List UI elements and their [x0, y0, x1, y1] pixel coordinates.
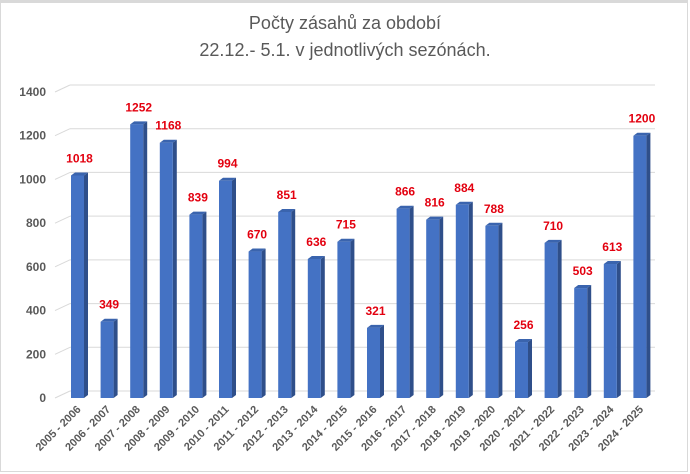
data-label: 256 [513, 318, 533, 332]
bar [189, 211, 207, 398]
bar [515, 339, 532, 398]
bar [367, 324, 384, 398]
data-label: 994 [217, 157, 237, 171]
data-label: 670 [247, 228, 267, 242]
y-axis: 0 200 400 600 800 1000 1200 1400 [19, 85, 46, 405]
data-label: 710 [543, 219, 563, 233]
data-label: 636 [306, 235, 326, 249]
data-label: 851 [277, 188, 297, 202]
bar [130, 121, 148, 398]
y-tick-label: 1000 [19, 172, 46, 186]
data-label: 884 [454, 181, 474, 195]
bar [307, 255, 325, 398]
bar [159, 139, 177, 399]
gridline-stub [54, 171, 71, 180]
y-tick-label: 400 [26, 304, 46, 318]
gridline-stub [54, 303, 71, 312]
bar [337, 238, 355, 398]
data-label: 321 [365, 304, 385, 318]
chart-title: Počty zásahů za období [248, 13, 442, 33]
data-label: 1018 [66, 151, 93, 165]
y-tick-label: 1400 [19, 85, 46, 99]
y-tick-label: 600 [26, 260, 46, 274]
bar [544, 239, 562, 398]
gridline-stub [54, 390, 71, 399]
bar [219, 177, 236, 398]
data-label: 788 [484, 202, 504, 216]
gridline-stub [54, 128, 71, 137]
y-tick-label: 200 [26, 347, 46, 361]
bar [603, 261, 621, 398]
y-tick-label: 800 [26, 216, 46, 230]
data-label: 1168 [155, 119, 181, 133]
y-tick-label: 1200 [19, 129, 46, 143]
bar [633, 132, 651, 398]
data-label: 349 [99, 298, 119, 312]
bar [71, 172, 88, 398]
bar [396, 205, 414, 398]
bar [485, 222, 503, 398]
bars [71, 121, 651, 399]
data-label: 1200 [629, 112, 656, 126]
data-label: 816 [425, 196, 445, 210]
bar [455, 201, 473, 398]
y-tick-label: 0 [39, 391, 46, 405]
gridline-stub [54, 259, 71, 268]
data-label: 613 [602, 240, 622, 254]
data-label: 715 [336, 218, 356, 232]
gridline-stub [54, 84, 71, 93]
bar [278, 208, 296, 398]
gridline-stub [54, 215, 71, 224]
chart-subtitle: 22.12.- 5.1. v jednotlivých sezónách. [199, 40, 491, 60]
bar [100, 318, 118, 398]
data-label: 839 [188, 191, 208, 205]
bar [574, 285, 592, 398]
gridline-stub [54, 346, 71, 355]
data-label: 503 [573, 264, 593, 278]
bar [248, 248, 266, 398]
data-label: 866 [395, 185, 415, 199]
bar [426, 216, 444, 398]
data-label: 1252 [125, 100, 152, 114]
